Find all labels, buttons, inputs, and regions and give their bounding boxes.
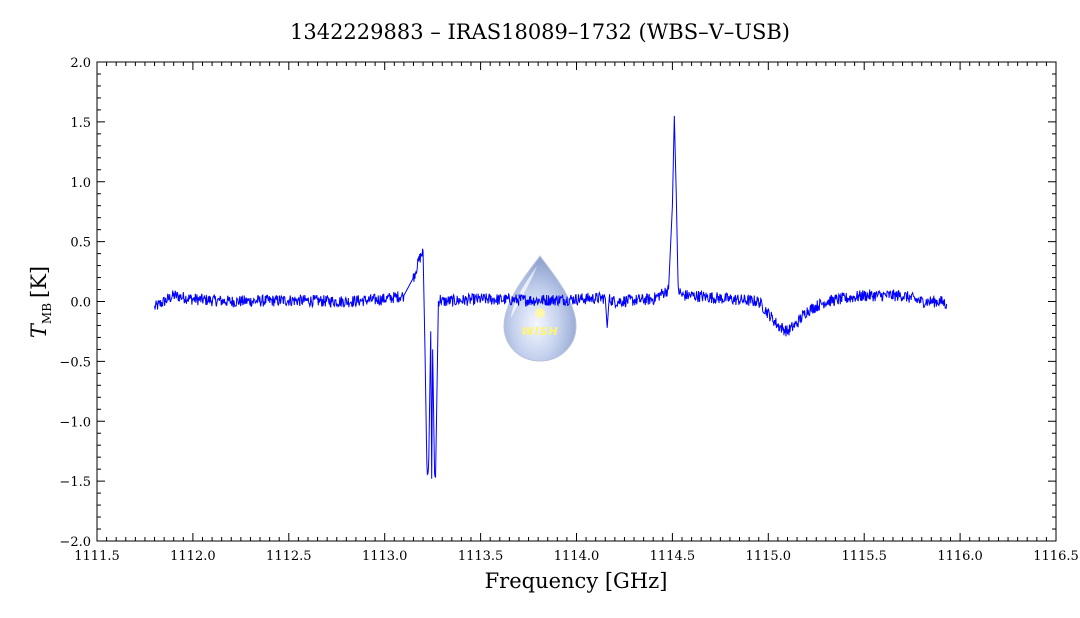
y-axis-symbol: T: [27, 322, 51, 338]
y-tick-label: −1.0: [59, 415, 91, 430]
chart-title: 1342229883 – IRAS18089–1732 (WBS–V–USB): [290, 20, 790, 44]
axis-ticks: [96, 61, 1057, 542]
x-tick-label: 1113.0: [362, 549, 408, 564]
y-tick-label: 1.5: [70, 116, 91, 131]
x-tick-label: 1112.5: [266, 549, 312, 564]
y-tick-label: −2.0: [59, 535, 91, 550]
x-tick-label: 1114.5: [650, 549, 696, 564]
y-tick-label: 0.5: [70, 236, 91, 251]
y-axis-unit: [K]: [27, 266, 51, 298]
x-tick-label: 1111.5: [74, 549, 120, 564]
y-tick-label: 0.0: [70, 296, 91, 311]
x-tick-label: 1116.0: [937, 549, 983, 564]
x-tick-label: 1113.5: [458, 549, 504, 564]
y-tick-labels: −2.0 −1.5 −1.0 −0.5 0.0 0.5 1.0 1.5 2.0: [59, 56, 91, 550]
y-axis-subscript: MB: [40, 303, 54, 324]
y-tick-label: −0.5: [59, 355, 91, 370]
star-icon: [535, 308, 545, 318]
y-tick-label: 1.0: [70, 176, 91, 191]
logo-text: WISH: [521, 325, 558, 338]
y-axis-label: TMB [K]: [27, 266, 54, 338]
y-tick-label: −1.5: [59, 475, 91, 490]
x-tick-label: 1115.0: [746, 549, 792, 564]
wish-logo: WISH: [503, 255, 577, 362]
spectrum-line: [154, 115, 948, 479]
x-tick-label: 1116.5: [1033, 549, 1079, 564]
y-tick-label: 2.0: [70, 56, 91, 71]
drop-highlight: [511, 266, 537, 318]
x-tick-label: 1114.0: [554, 549, 600, 564]
x-tick-label: 1115.5: [841, 549, 887, 564]
x-tick-label: 1112.0: [170, 549, 216, 564]
x-axis-label: Frequency [GHz]: [485, 569, 668, 593]
x-tick-labels: 1111.5 1112.0 1112.5 1113.0 1113.5 1114.0 1114…: [74, 549, 1079, 564]
